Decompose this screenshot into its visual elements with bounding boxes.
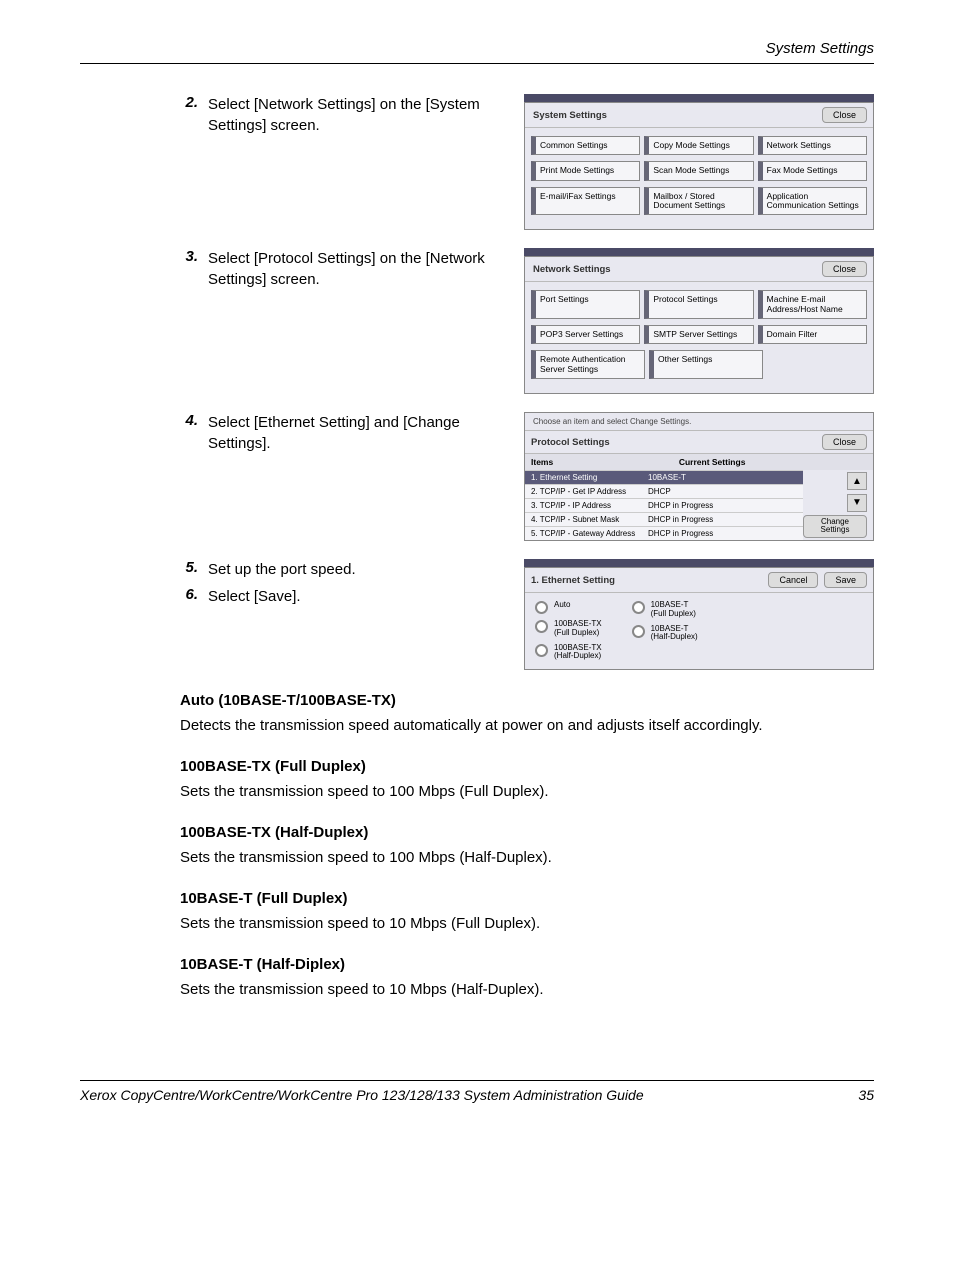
radio-label: 10BASE-T (Half-Duplex) (651, 625, 698, 643)
section-body: Sets the transmission speed to 100 Mbps … (180, 781, 874, 802)
table-row[interactable]: 4. TCP/IP - Subnet Mask DHCP in Progress (525, 512, 803, 526)
network-settings-dialog: Network Settings Close Port Settings Pro… (524, 248, 874, 394)
step-text: Select [Ethernet Setting] and [Change Se… (208, 412, 524, 454)
radio-auto[interactable]: Auto (535, 601, 602, 614)
radio-icon (535, 601, 548, 614)
system-settings-dialog: System Settings Close Common Settings Co… (524, 94, 874, 230)
pop3-settings-button[interactable]: POP3 Server Settings (531, 325, 640, 344)
section-body: Sets the transmission speed to 10 Mbps (… (180, 913, 874, 934)
radio-100-full[interactable]: 100BASE-TX (Full Duplex) (535, 620, 602, 638)
change-settings-button[interactable]: Change Settings (803, 515, 867, 539)
radio-label: 10BASE-T (Full Duplex) (651, 601, 696, 619)
other-settings-button[interactable]: Other Settings (649, 350, 763, 379)
section-heading: 100BASE-TX (Full Duplex) (180, 758, 874, 775)
save-button[interactable]: Save (824, 572, 867, 588)
common-settings-button[interactable]: Common Settings (531, 136, 640, 155)
section-heading: 100BASE-TX (Half-Duplex) (180, 824, 874, 841)
dialog-title: 1. Ethernet Setting (531, 575, 615, 586)
footer-page-number: 35 (858, 1087, 874, 1103)
row-item: 5. TCP/IP - Gateway Address (531, 529, 648, 538)
row-current: DHCP in Progress (648, 501, 765, 510)
ethernet-setting-dialog: 1. Ethernet Setting Cancel Save Auto 100… (524, 559, 874, 670)
step-num: 3. (180, 248, 208, 265)
row-current: DHCP in Progress (648, 515, 765, 524)
copy-mode-settings-button[interactable]: Copy Mode Settings (644, 136, 753, 155)
domain-filter-button[interactable]: Domain Filter (758, 325, 867, 344)
column-items: Items (531, 457, 679, 467)
scroll-down-icon[interactable]: ▼ (847, 494, 867, 512)
row-current: DHCP in Progress (648, 529, 765, 538)
machine-email-button[interactable]: Machine E-mail Address/Host Name (758, 290, 867, 319)
section-body: Sets the transmission speed to 10 Mbps (… (180, 979, 874, 1000)
footer-left: Xerox CopyCentre/WorkCentre/WorkCentre P… (80, 1087, 644, 1103)
step-num: 6. (180, 586, 208, 607)
step-5-6-row: 5. Set up the port speed. 6. Select [Sav… (80, 559, 874, 670)
dialog-title: Protocol Settings (531, 437, 610, 448)
page-footer: Xerox CopyCentre/WorkCentre/WorkCentre P… (80, 1080, 874, 1103)
row-item: 4. TCP/IP - Subnet Mask (531, 515, 648, 524)
section-heading: 10BASE-T (Half-Diplex) (180, 956, 874, 973)
radio-label: 100BASE-TX (Full Duplex) (554, 620, 602, 638)
print-mode-settings-button[interactable]: Print Mode Settings (531, 161, 640, 180)
step-text: Set up the port speed. (208, 559, 524, 580)
cancel-button[interactable]: Cancel (768, 572, 818, 588)
radio-10-half[interactable]: 10BASE-T (Half-Duplex) (632, 625, 698, 643)
step-num: 5. (180, 559, 208, 580)
row-current: DHCP (648, 487, 765, 496)
header-title: System Settings (766, 40, 874, 57)
scroll-up-icon[interactable]: ▲ (847, 472, 867, 490)
step-2-row: 2. Select [Network Settings] on the [Sys… (80, 94, 874, 230)
dialog-title: System Settings (533, 110, 607, 121)
step-num: 2. (180, 94, 208, 111)
row-item: 2. TCP/IP - Get IP Address (531, 487, 648, 496)
step-4-row: 4. Select [Ethernet Setting] and [Change… (80, 412, 874, 541)
table-row[interactable]: 2. TCP/IP - Get IP Address DHCP (525, 484, 803, 498)
dialog-instruction: Choose an item and select Change Setting… (525, 413, 873, 430)
radio-label: Auto (554, 601, 570, 610)
step-text: Select [Protocol Settings] on the [Netwo… (208, 248, 524, 290)
section-heading: 10BASE-T (Full Duplex) (180, 890, 874, 907)
row-current: 10BASE-T (648, 473, 765, 482)
radio-icon (632, 625, 645, 638)
step-3-row: 3. Select [Protocol Settings] on the [Ne… (80, 248, 874, 394)
table-row[interactable]: 5. TCP/IP - Gateway Address DHCP in Prog… (525, 526, 803, 540)
radio-icon (535, 644, 548, 657)
port-settings-button[interactable]: Port Settings (531, 290, 640, 319)
step-text: Select [Network Settings] on the [System… (208, 94, 524, 136)
email-ifax-settings-button[interactable]: E-mail/iFax Settings (531, 187, 640, 216)
remote-auth-button[interactable]: Remote Authentication Server Settings (531, 350, 645, 379)
table-row[interactable]: 3. TCP/IP - IP Address DHCP in Progress (525, 498, 803, 512)
mailbox-stored-settings-button[interactable]: Mailbox / Stored Document Settings (644, 187, 753, 216)
radio-10-full[interactable]: 10BASE-T (Full Duplex) (632, 601, 698, 619)
step-num: 4. (180, 412, 208, 429)
radio-100-half[interactable]: 100BASE-TX (Half-Duplex) (535, 644, 602, 662)
section-heading: Auto (10BASE-T/100BASE-TX) (180, 692, 874, 709)
radio-icon (535, 620, 548, 633)
row-item: 3. TCP/IP - IP Address (531, 501, 648, 510)
radio-label: 100BASE-TX (Half-Duplex) (554, 644, 602, 662)
protocol-settings-button[interactable]: Protocol Settings (644, 290, 753, 319)
close-button[interactable]: Close (822, 107, 867, 123)
radio-icon (632, 601, 645, 614)
page-header: System Settings (80, 40, 874, 64)
network-settings-button[interactable]: Network Settings (758, 136, 867, 155)
smtp-settings-button[interactable]: SMTP Server Settings (644, 325, 753, 344)
close-button[interactable]: Close (822, 434, 867, 450)
section-body: Sets the transmission speed to 100 Mbps … (180, 847, 874, 868)
column-current: Current Settings (679, 457, 827, 467)
protocol-settings-dialog: Choose an item and select Change Setting… (524, 412, 874, 541)
scan-mode-settings-button[interactable]: Scan Mode Settings (644, 161, 753, 180)
step-text: Select [Save]. (208, 586, 524, 607)
fax-mode-settings-button[interactable]: Fax Mode Settings (758, 161, 867, 180)
table-row[interactable]: 1. Ethernet Setting 10BASE-T (525, 470, 803, 484)
dialog-title: Network Settings (533, 264, 611, 275)
section-body: Detects the transmission speed automatic… (180, 715, 874, 736)
row-item: 1. Ethernet Setting (531, 473, 648, 482)
close-button[interactable]: Close (822, 261, 867, 277)
app-comm-settings-button[interactable]: Application Communication Settings (758, 187, 867, 216)
